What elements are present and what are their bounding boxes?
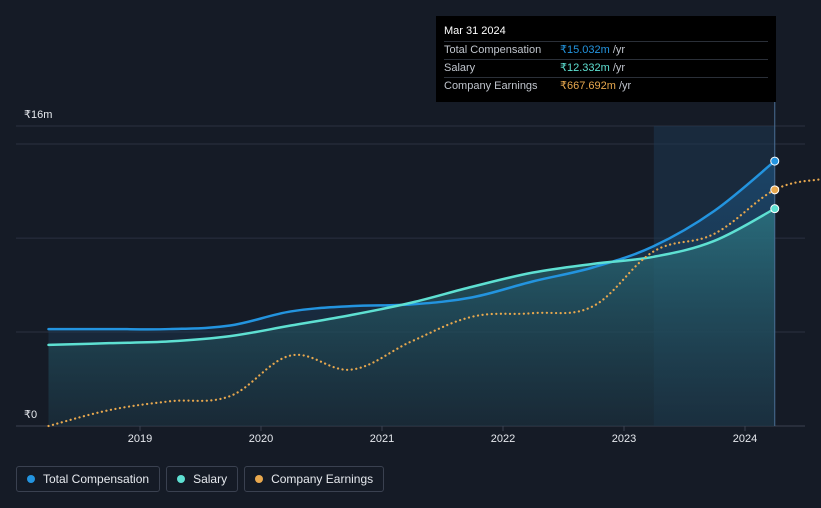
tooltip-date: Mar 31 2024 — [444, 23, 768, 42]
legend-item-salary[interactable]: Salary — [166, 466, 239, 492]
area-salary — [48, 208, 775, 426]
x-tick-2023: 2023 — [612, 433, 636, 445]
tooltip-unit: /yr — [612, 62, 626, 74]
x-tick-2022: 2022 — [491, 433, 515, 445]
line-salary — [47, 207, 777, 347]
tooltip-row-total-compensation: Total Compensation ₹15.032m /yr — [444, 42, 768, 60]
legend-label: Salary — [193, 472, 228, 486]
legend-item-total-compensation[interactable]: Total Compensation — [16, 466, 161, 492]
line-company-earnings — [47, 178, 821, 428]
legend-label: Company Earnings — [271, 472, 374, 486]
tooltip-value: ₹667.692m — [560, 80, 616, 92]
legend-dot-icon — [255, 475, 264, 483]
legend-dot-icon — [177, 475, 186, 483]
tooltip-label: Salary — [444, 62, 476, 74]
tooltip-unit: /yr — [612, 44, 626, 56]
tooltip-value: ₹12.332m — [560, 62, 610, 74]
x-tick-2021: 2021 — [370, 433, 394, 445]
y-tick-top: ₹16m — [24, 109, 52, 121]
line-total-compensation — [47, 159, 777, 331]
x-tick-2024: 2024 — [733, 433, 757, 445]
tooltip: Mar 31 2024 Total Compensation ₹15.032m … — [436, 16, 776, 102]
marker-total-compensation — [770, 156, 780, 166]
x-tick-2019: 2019 — [128, 433, 152, 445]
y-tick-bottom: ₹0 — [24, 409, 37, 421]
marker-salary — [770, 204, 780, 214]
tooltip-unit: /yr — [618, 80, 632, 92]
legend: Total Compensation Salary Company Earnin… — [16, 466, 385, 492]
legend-label: Total Compensation — [43, 472, 150, 486]
x-tick-2020: 2020 — [249, 433, 273, 445]
tooltip-label: Total Compensation — [444, 44, 542, 56]
tooltip-value: ₹15.032m — [560, 44, 610, 56]
tooltip-row-salary: Salary ₹12.332m /yr — [444, 60, 768, 78]
tooltip-label: Company Earnings — [444, 80, 538, 92]
legend-dot-icon — [27, 475, 35, 483]
marker-company-earnings — [770, 185, 780, 195]
tooltip-row-company-earnings: Company Earnings ₹667.692m /yr — [444, 78, 768, 95]
legend-item-company-earnings[interactable]: Company Earnings — [244, 466, 385, 492]
